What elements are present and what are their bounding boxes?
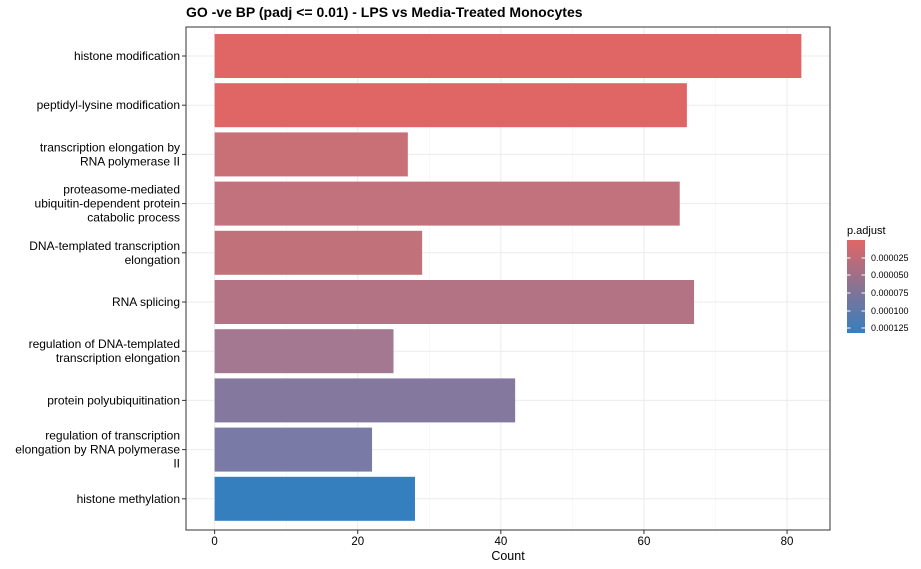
category-label: transcription elongation by RNA polymeras… [40,140,180,168]
x-tick-label: 80 [781,536,794,548]
category-label: peptidyl-lysine modification [37,98,180,112]
category-label: histone methylation [77,492,180,506]
legend-tick-label: 0.000050 [871,270,909,280]
legend-tick-label: 0.000025 [871,253,909,263]
category-label: regulation of transcription elongation by… [15,429,180,471]
category-label: DNA-templated transcription elongation [29,239,180,267]
category-label: proteasome-mediated ubiquitin-dependent p… [35,183,180,225]
category-label: protein polyubiquitination [47,393,180,407]
legend-title: p.adjust [847,225,886,237]
x-axis-label: Count [491,549,525,563]
x-tick-label: 60 [638,536,651,548]
x-axis-ticks: 0 20 40 60 80 [211,530,793,548]
legend-colorbar [847,240,865,333]
legend-tick-label: 0.000075 [871,288,909,298]
legend: p.adjust 0.000025 0.000050 0.000075 0.00010… [847,225,909,333]
bar [214,280,695,324]
bar [214,181,680,226]
bar [214,378,516,423]
bars [214,34,802,521]
bar [214,83,687,128]
category-label: RNA splicing [112,295,180,309]
legend-ticks: 0.000025 0.000050 0.000075 0.000100 0.000125 [847,253,909,333]
plot-border [185,26,831,531]
bar [214,230,423,275]
legend-tick-label: 0.000100 [871,306,909,316]
bar [214,476,415,521]
x-tick-label: 20 [351,536,364,548]
legend-tick-label: 0.000125 [871,323,909,333]
category-label: regulation of DNA-templated transcription… [29,337,180,365]
bar [214,132,408,177]
x-tick-label: 40 [494,536,507,548]
x-tick-label: 0 [211,536,217,548]
chart-title: GO -ve BP (padj <= 0.01) - LPS vs Media-… [186,4,583,20]
category-labels: histone modification peptidyl-lysine modi… [15,49,186,506]
bar [214,34,802,78]
category-label: histone modification [74,49,180,63]
bar [214,329,394,374]
bar [214,427,373,472]
